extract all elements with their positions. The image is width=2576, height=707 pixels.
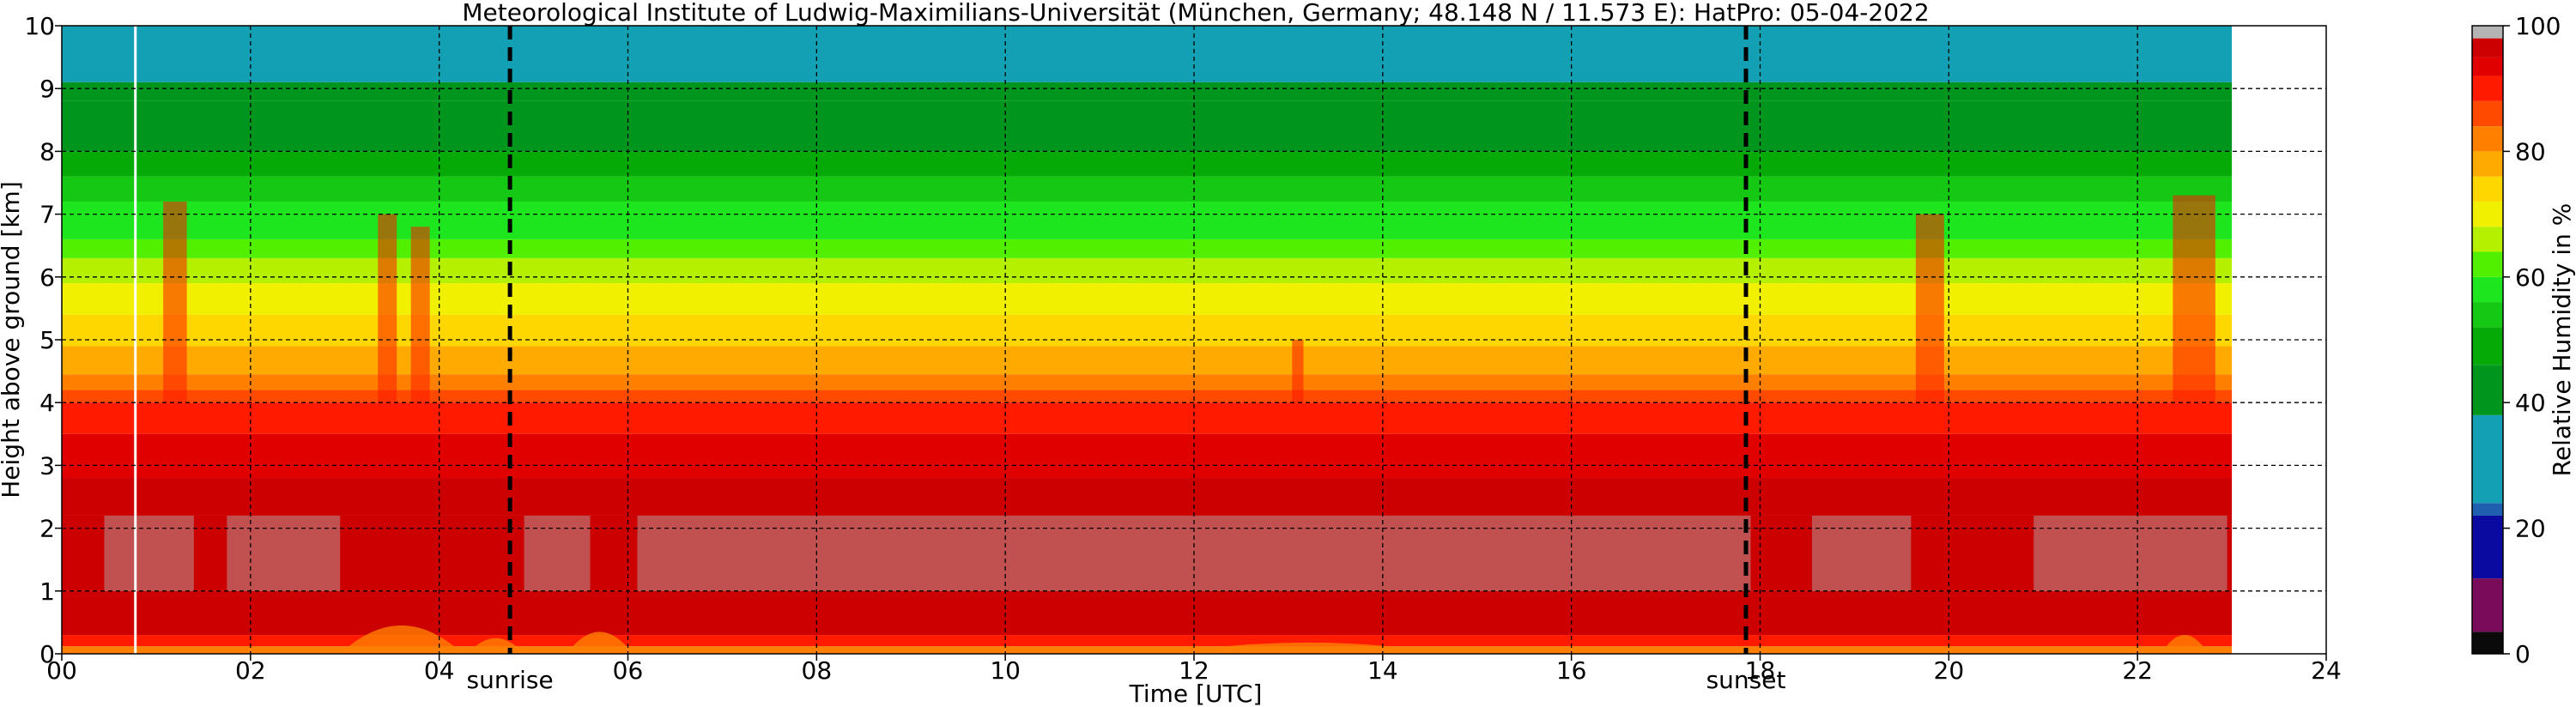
colorbar-tick-label: 0 bbox=[2515, 640, 2531, 668]
x-tick-label: 06 bbox=[613, 656, 644, 685]
rh-height-band bbox=[62, 151, 2233, 177]
colorbar-tick-label: 60 bbox=[2515, 263, 2546, 292]
rh-height-band bbox=[62, 26, 2233, 82]
colorbar-segment bbox=[2472, 227, 2503, 252]
x-tick-label: 16 bbox=[1556, 656, 1587, 685]
rh-height-band bbox=[62, 239, 2233, 258]
colorbar: 0 20 40 60 80 100 bbox=[2471, 12, 2561, 668]
colorbar-segment bbox=[2472, 365, 2503, 415]
y-tick-label: 4 bbox=[39, 389, 55, 417]
rh-height-band bbox=[62, 82, 2233, 101]
x-tick-label: 08 bbox=[802, 656, 833, 685]
colorbar-segment bbox=[2472, 76, 2503, 101]
chart-title: Meteorological Institute of Ludwig-Maxim… bbox=[462, 0, 1929, 27]
saturated-layer-segment bbox=[1811, 515, 1912, 591]
y-tick-label: 1 bbox=[39, 577, 55, 606]
x-axis-label: Time [UTC] bbox=[1129, 680, 1263, 707]
x-tick-label: 24 bbox=[2311, 656, 2342, 685]
y-tick-label: 8 bbox=[39, 137, 55, 166]
rh-height-band bbox=[62, 433, 2233, 479]
y-axis-ticks: 0 1 2 3 4 5 6 7 8 9 10 bbox=[24, 12, 62, 668]
colorbar-segment bbox=[2472, 503, 2503, 516]
rh-height-band bbox=[62, 374, 2233, 390]
rh-heatmap bbox=[62, 26, 2233, 654]
x-tick-label: 12 bbox=[1179, 656, 1209, 685]
x-tick-label: 00 bbox=[46, 656, 77, 685]
annotation-label-sunrise: sunrise bbox=[467, 666, 554, 694]
saturated-layer-segment bbox=[227, 515, 341, 591]
colorbar-segment bbox=[2472, 38, 2503, 57]
colorbar-tick-label: 20 bbox=[2515, 515, 2546, 543]
x-tick-label: 14 bbox=[1367, 656, 1398, 685]
y-tick-label: 5 bbox=[39, 326, 55, 354]
y-axis-label: Height above ground [km] bbox=[0, 181, 25, 499]
colorbar-segment bbox=[2472, 302, 2503, 328]
x-tick-label: 18 bbox=[1745, 656, 1776, 685]
rh-height-band bbox=[62, 176, 2233, 202]
colorbar-segment bbox=[2472, 327, 2503, 366]
y-tick-label: 9 bbox=[39, 75, 55, 103]
surface-dry-bump bbox=[340, 625, 464, 654]
moist-plume bbox=[1915, 214, 1944, 403]
saturated-layer-segment bbox=[524, 515, 591, 591]
colorbar-segment bbox=[2472, 631, 2503, 654]
grid-lines bbox=[62, 26, 2326, 654]
saturated-layer-segment bbox=[104, 515, 194, 591]
moist-plume bbox=[410, 227, 430, 403]
y-tick-label: 2 bbox=[39, 515, 55, 543]
x-tick-label: 10 bbox=[990, 656, 1021, 685]
x-tick-label: 20 bbox=[1934, 656, 1965, 685]
sun-annotations: sunrise sunset bbox=[467, 26, 1786, 694]
colorbar-segment bbox=[2472, 578, 2503, 632]
colorbar-segment bbox=[2472, 57, 2503, 76]
moist-plume bbox=[2173, 195, 2215, 403]
surface-dry-bump bbox=[2161, 635, 2209, 654]
x-tick-label: 02 bbox=[235, 656, 266, 685]
rh-height-band bbox=[62, 646, 2233, 654]
rh-height-band bbox=[62, 402, 2233, 434]
x-axis-ticks: 00 02 04 06 08 10 12 14 16 18 20 22 24 bbox=[46, 654, 2342, 685]
surface-dry-bump bbox=[1166, 642, 1449, 654]
colorbar-tick-label: 80 bbox=[2515, 137, 2546, 166]
surface-dry-bump bbox=[567, 631, 633, 654]
y-tick-label: 0 bbox=[39, 640, 55, 668]
x-tick-label: 04 bbox=[424, 656, 455, 685]
x-tick-label: 22 bbox=[2122, 656, 2153, 685]
colorbar-frame bbox=[2471, 25, 2504, 655]
y-tick-label: 6 bbox=[39, 263, 55, 292]
saturated-layer-segment bbox=[2034, 515, 2227, 591]
colorbar-segment bbox=[2472, 176, 2503, 202]
moist-plume bbox=[1292, 340, 1304, 403]
colorbar-segment bbox=[2472, 276, 2503, 303]
rh-height-band bbox=[62, 390, 2233, 403]
colorbar-segment bbox=[2472, 126, 2503, 152]
colorbar-segment bbox=[2472, 515, 2503, 579]
moist-plume bbox=[378, 214, 397, 403]
colorbar-segment bbox=[2472, 151, 2503, 177]
rh-height-band bbox=[62, 478, 2233, 516]
colorbar-tick-label: 40 bbox=[2515, 389, 2546, 417]
colorbar-segment bbox=[2472, 100, 2503, 127]
rh-height-band bbox=[62, 100, 2233, 152]
y-tick-label: 7 bbox=[39, 201, 55, 229]
colorbar-segment bbox=[2472, 414, 2503, 504]
colorbar-segment bbox=[2472, 26, 2503, 39]
y-tick-label: 3 bbox=[39, 451, 55, 480]
colorbar-tick-label: 100 bbox=[2515, 12, 2561, 40]
colorbar-segment bbox=[2472, 201, 2503, 227]
colorbar-label: Relative Humidity in % bbox=[2548, 203, 2576, 477]
moist-plume bbox=[163, 201, 187, 403]
colorbar-segment bbox=[2472, 251, 2503, 277]
y-tick-label: 10 bbox=[24, 12, 55, 40]
rh-height-band bbox=[62, 590, 2233, 636]
annotation-label-sunset: sunset bbox=[1706, 666, 1786, 694]
